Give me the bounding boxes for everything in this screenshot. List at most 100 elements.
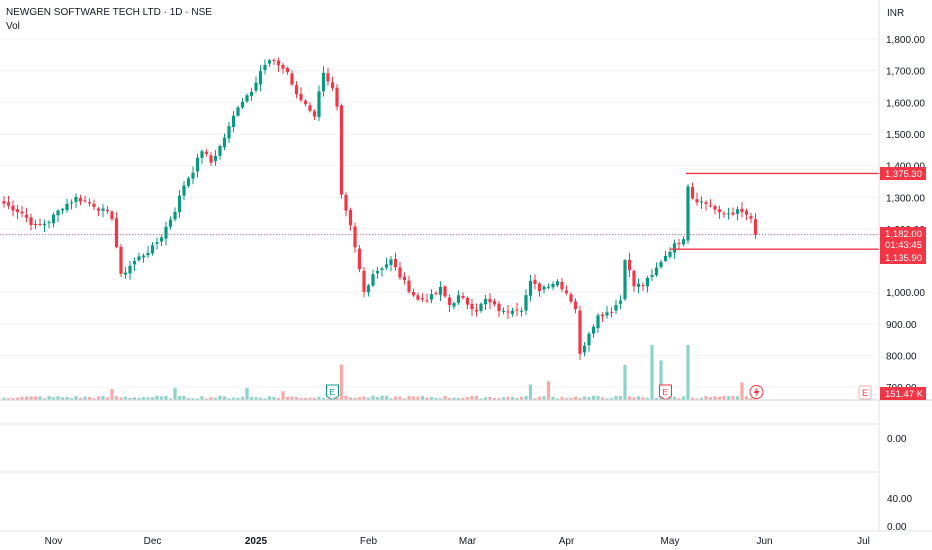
earnings-marker[interactable] (326, 384, 339, 401)
currency-label[interactable]: INR (887, 8, 904, 19)
lower-pane-tick: 0.00 (887, 434, 907, 445)
volume-bar (308, 397, 312, 400)
candle-body (609, 311, 614, 313)
candle-body (2, 201, 6, 204)
volume-bar (623, 364, 627, 400)
volume-bar (636, 396, 641, 400)
candle-body (375, 270, 380, 274)
candle-body (654, 267, 659, 276)
candle-body (299, 93, 303, 101)
candle-body (141, 255, 146, 258)
volume-bar (344, 395, 348, 400)
volume-bar (348, 397, 353, 400)
volume-bar (51, 397, 56, 400)
grid (0, 38, 879, 388)
volume-bar (573, 396, 578, 400)
candle-body (717, 209, 722, 213)
time-axis-label: Nov (45, 536, 63, 547)
time-axis-label: Mar (459, 536, 477, 547)
volume-bar (78, 397, 83, 400)
earnings-marker[interactable] (659, 384, 672, 401)
volume-bar (2, 397, 6, 400)
volume-bar (528, 384, 533, 400)
volume-bar (222, 396, 227, 400)
candle-body (321, 72, 326, 92)
earnings-scale-icon-letter: E (862, 388, 868, 398)
volume-bar (276, 397, 281, 400)
volume-indicator-label[interactable]: Vol (6, 21, 20, 32)
candle-body (20, 211, 24, 214)
candle-body (326, 73, 330, 82)
volume-bar (267, 396, 272, 400)
candle-body (641, 284, 645, 286)
candle-body (479, 303, 483, 311)
candle-body (456, 295, 461, 303)
volume-bar (551, 396, 555, 400)
volume-bar (425, 397, 429, 400)
candle-body (285, 67, 290, 73)
volume-bar (533, 398, 537, 400)
volume-bar (249, 397, 254, 400)
candle-body (177, 195, 182, 213)
volume-bar (672, 396, 677, 400)
candle-body (591, 326, 596, 334)
volume-bar (600, 397, 605, 400)
candle-body (564, 290, 569, 294)
candle-body (182, 185, 186, 196)
volume-bar (155, 395, 159, 400)
lightning-icon-glyph (753, 387, 760, 397)
candle-body (353, 226, 357, 248)
volume-bar (294, 397, 299, 400)
time-axis-label: Jul (857, 536, 870, 547)
candle-body (452, 303, 456, 307)
candle-body (213, 156, 218, 162)
volume-bar (101, 395, 105, 400)
time-axis-label: 2025 (245, 536, 268, 547)
candle-body (218, 146, 222, 156)
candle-body (317, 91, 321, 118)
candle-body (60, 209, 65, 211)
earnings-scale-icon[interactable] (858, 385, 872, 400)
volume-bar (326, 398, 330, 400)
candle-body (240, 101, 245, 108)
candle-body (438, 286, 443, 295)
volume-bar (609, 398, 614, 400)
candle-body (258, 71, 263, 85)
candle-body (78, 197, 83, 202)
volume-bar (735, 396, 740, 400)
time-axis[interactable]: Nov Dec 2025 Feb Mar Apr May Jun Jul (45, 536, 870, 547)
candle-body (24, 214, 29, 218)
price-tick-label: 1,500.00 (886, 130, 925, 141)
volume-bar (173, 387, 177, 400)
volume-bar (299, 397, 303, 400)
volume-bar (654, 397, 659, 400)
volume-bar (564, 398, 569, 400)
candle-body (110, 211, 114, 220)
candle-body (227, 126, 231, 139)
volume-bar (411, 396, 416, 400)
volume-bar (632, 397, 636, 400)
volume-bar (488, 397, 492, 400)
candle-body (168, 219, 173, 227)
volume-bar (339, 364, 344, 400)
volume-bar (177, 396, 182, 400)
volume-bar (429, 397, 434, 400)
candle-body (618, 300, 623, 304)
candle-body (159, 237, 164, 242)
candle-body (87, 202, 92, 204)
volume-bar (213, 397, 218, 400)
candle-body (434, 293, 438, 295)
volume-bar (209, 397, 213, 400)
candle-body (29, 217, 33, 225)
candle-body (668, 251, 672, 257)
candle-body (731, 212, 735, 215)
price-tick-label: 1,600.00 (886, 98, 925, 109)
lower-pane-tick: 40.00 (887, 494, 912, 505)
volume-bar (159, 396, 164, 400)
candle-body (231, 115, 236, 128)
volume-bar (254, 397, 258, 400)
volume-bar (15, 397, 20, 400)
last-price-badge (880, 227, 926, 251)
